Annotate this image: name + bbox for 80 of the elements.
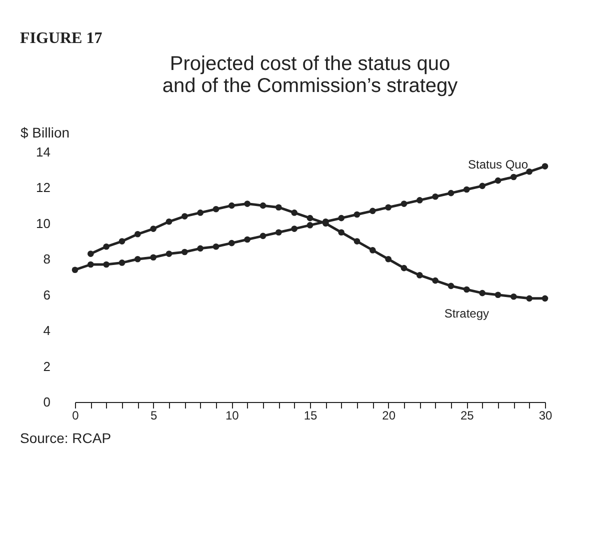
point xyxy=(103,243,110,250)
point xyxy=(197,210,204,216)
point xyxy=(400,200,408,207)
y-tick-label: 6 xyxy=(43,287,50,302)
point xyxy=(510,174,517,180)
point xyxy=(385,204,392,211)
point xyxy=(464,286,470,293)
series-label: Status Quo xyxy=(468,158,528,172)
x-tick-label: 0 xyxy=(72,408,80,422)
point xyxy=(400,264,408,272)
point xyxy=(103,261,110,268)
point xyxy=(416,272,423,278)
point xyxy=(88,261,94,268)
point xyxy=(212,206,220,212)
point xyxy=(370,208,376,214)
point xyxy=(212,243,220,250)
point xyxy=(448,190,454,196)
point xyxy=(118,260,126,266)
point xyxy=(306,214,314,222)
point xyxy=(260,232,266,240)
point xyxy=(542,163,548,170)
x-tick-label: 5 xyxy=(150,408,158,422)
point xyxy=(276,204,282,211)
point xyxy=(338,214,344,222)
x-tick-label: 10 xyxy=(225,408,240,422)
point xyxy=(448,282,454,290)
point xyxy=(150,226,156,232)
point xyxy=(542,295,548,302)
point xyxy=(416,197,423,204)
point xyxy=(88,250,94,257)
point xyxy=(276,229,282,236)
point xyxy=(464,186,470,193)
chart-title: FIGURE 17 xyxy=(20,30,102,47)
point xyxy=(306,222,314,228)
point xyxy=(166,250,172,257)
point xyxy=(150,254,156,261)
series-label: Strategy xyxy=(444,306,490,320)
point xyxy=(182,248,188,256)
point xyxy=(526,168,532,175)
point xyxy=(228,240,235,246)
point xyxy=(526,295,532,302)
point xyxy=(244,200,250,207)
y-tick-label: 14 xyxy=(36,144,50,160)
y-tick-label: 8 xyxy=(43,252,50,267)
y-axis-title: $ Billion xyxy=(20,124,70,140)
point xyxy=(370,247,376,254)
point xyxy=(134,256,141,262)
chart-subtitle: Projected cost of the status quo and of the Commission’s strategy xyxy=(162,53,458,97)
point xyxy=(338,229,344,236)
point xyxy=(134,230,141,238)
point xyxy=(479,182,486,190)
x-tick-label: 15 xyxy=(304,408,318,422)
point xyxy=(260,202,266,209)
point xyxy=(510,293,517,300)
point xyxy=(182,213,188,220)
point xyxy=(494,292,502,298)
point xyxy=(494,177,502,184)
point xyxy=(118,238,126,244)
y-tick-label: 2 xyxy=(43,358,50,374)
point xyxy=(385,256,392,262)
point xyxy=(291,210,298,216)
y-tick-label: 10 xyxy=(36,216,50,231)
point xyxy=(72,266,78,274)
point xyxy=(354,238,360,244)
y-tick-label: 0 xyxy=(43,394,50,410)
x-tick-label: 30 xyxy=(538,408,552,422)
point xyxy=(432,277,438,284)
point xyxy=(244,236,250,243)
y-tick-label: 4 xyxy=(43,323,50,338)
point xyxy=(197,245,204,252)
point xyxy=(166,218,172,225)
point xyxy=(228,202,235,209)
y-tick-label: 12 xyxy=(36,180,50,196)
source-note: Source: RCAP xyxy=(20,430,112,446)
point xyxy=(432,193,438,200)
point xyxy=(354,211,360,218)
x-tick-label: 20 xyxy=(382,408,396,422)
x-tick-label: 25 xyxy=(460,408,474,422)
point xyxy=(479,290,486,296)
point xyxy=(291,226,298,232)
